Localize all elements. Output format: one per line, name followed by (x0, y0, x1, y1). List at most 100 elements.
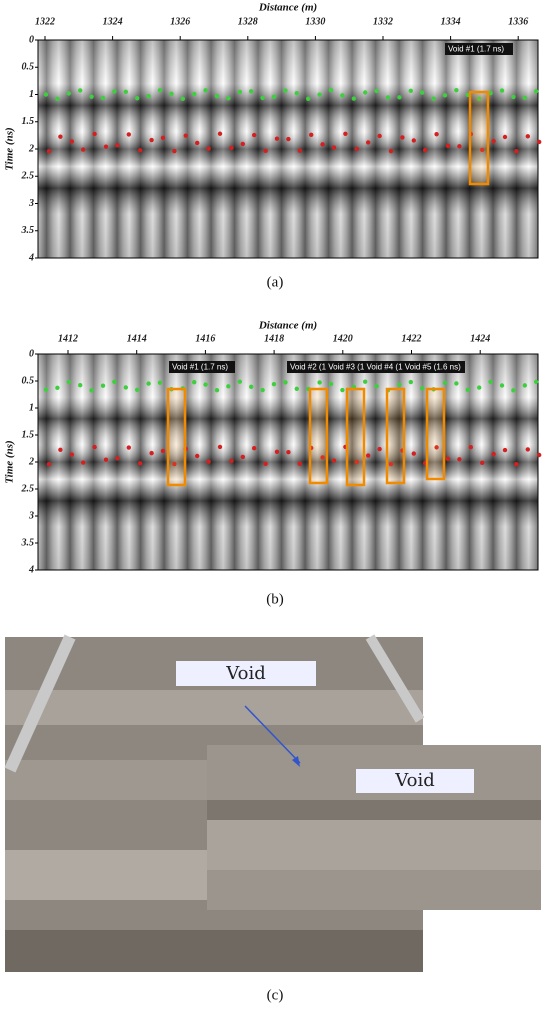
red-pick (126, 132, 131, 137)
red-pick (58, 447, 63, 452)
x-tick-label: 1322 (35, 16, 55, 27)
green-pick (203, 382, 208, 387)
y-tick-label: 3.5 (21, 537, 35, 548)
green-pick (66, 379, 72, 385)
annotation-box (169, 361, 235, 373)
green-pick (78, 383, 83, 388)
red-pick (195, 140, 200, 146)
green-pick (43, 92, 49, 97)
red-pick (149, 137, 154, 143)
radargram-bands (38, 40, 538, 258)
void-box (308, 387, 329, 485)
green-pick (203, 88, 208, 93)
red-pick (138, 148, 143, 153)
red-pick (388, 148, 394, 154)
red-pick (366, 453, 371, 458)
void-box (345, 387, 366, 487)
red-pick (149, 450, 154, 456)
void-box (468, 90, 490, 186)
red-pick (525, 134, 530, 139)
green-pick (100, 95, 106, 101)
green-pick (454, 381, 459, 386)
ballast (5, 930, 423, 972)
red-pick (286, 136, 291, 142)
red-pick (126, 445, 131, 450)
void-box (425, 387, 446, 481)
green-pick (43, 387, 49, 392)
red-pick (445, 456, 451, 461)
red-pick (274, 449, 280, 454)
green-pick (431, 96, 436, 101)
green-pick (340, 93, 345, 98)
green-pick (522, 95, 527, 100)
green-pick (522, 383, 527, 388)
red-pick (217, 131, 223, 136)
green-pick (271, 381, 277, 387)
x-tick-label: 1420 (333, 333, 353, 344)
x-tick-label: 1332 (373, 16, 393, 27)
arrow (244, 705, 301, 764)
green-pick (66, 91, 72, 96)
x-tick-label: 1334 (441, 16, 461, 27)
inset-sleeper (207, 820, 541, 870)
red-pick (81, 460, 86, 465)
red-pick (183, 133, 188, 138)
y-tick-label: 1.5 (22, 429, 35, 440)
red-pick (525, 447, 530, 452)
red-pick (286, 449, 291, 455)
y-tick-label: 0 (29, 34, 34, 45)
green-pick (408, 379, 413, 385)
x-tick-label: 1418 (264, 333, 284, 344)
y-tick-label: 1 (29, 89, 34, 100)
radargram-bands (38, 354, 538, 570)
red-pick (411, 138, 416, 143)
green-pick (260, 387, 265, 393)
red-pick (480, 460, 485, 466)
red-pick (263, 148, 268, 154)
green-pick (89, 94, 94, 99)
green-pick (112, 379, 117, 384)
red-pick (138, 461, 143, 466)
annotation: Void #1 (1.7 ns) (448, 45, 504, 54)
red-pick (92, 131, 97, 137)
void-label: Void (394, 770, 434, 791)
green-pick (442, 93, 448, 98)
green-pick (135, 96, 140, 101)
red-pick (491, 138, 496, 144)
green-pick (78, 88, 83, 93)
green-pick (488, 90, 493, 96)
green-pick (135, 387, 140, 393)
red-pick (217, 444, 223, 450)
red-pick (343, 131, 348, 136)
red-pick (411, 451, 416, 456)
green-pick (465, 387, 470, 392)
red-pick (229, 458, 234, 464)
caption: (a) (267, 274, 284, 290)
green-pick (89, 388, 94, 393)
green-pick (123, 89, 128, 95)
red-pick (377, 133, 382, 139)
y-tick-label: 3.5 (21, 225, 35, 236)
red-pick (400, 135, 405, 140)
red-pick (502, 134, 508, 140)
rail (365, 634, 425, 723)
green-pick (237, 89, 242, 95)
void-box (385, 387, 406, 485)
red-pick (172, 461, 177, 467)
red-pick (354, 459, 359, 465)
red-pick (81, 147, 86, 152)
y-tick-label: 3 (28, 510, 34, 521)
red-pick (331, 458, 337, 463)
red-pick (514, 148, 519, 154)
green-pick (283, 88, 288, 93)
green-pick (374, 383, 379, 389)
green-pick (55, 96, 60, 102)
green-pick (192, 91, 197, 97)
y-axis-label: Time (ns) (4, 440, 16, 483)
green-pick (397, 382, 402, 387)
green-pick (283, 380, 288, 385)
green-pick (294, 386, 299, 391)
green-pick (408, 88, 413, 94)
x-axis-label: Distance (m) (258, 320, 317, 332)
